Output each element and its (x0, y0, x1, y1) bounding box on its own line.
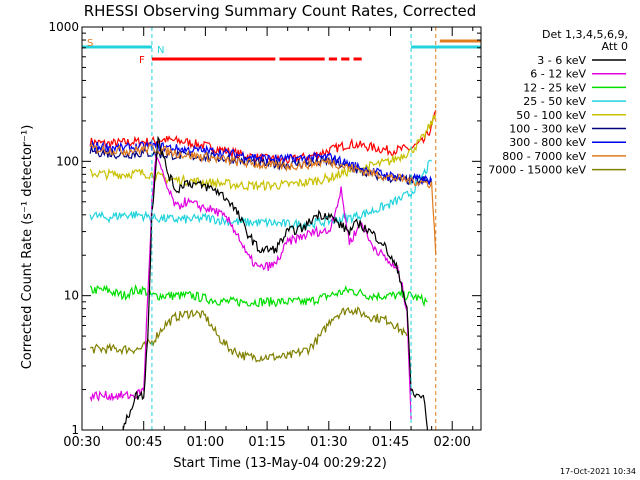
legend-header: Att 0 (602, 40, 628, 53)
series-line (122, 135, 429, 431)
legend-label: 800 - 7000 keV (502, 150, 586, 163)
series-line (89, 159, 433, 232)
y-axis-label: Corrected Count Rate (s⁻¹ detector⁻¹) (20, 125, 35, 370)
legend-label: 6 - 12 keV (530, 68, 586, 81)
legend-label: 7000 - 15000 keV (488, 164, 586, 177)
night-flag-letter: N (157, 45, 164, 56)
legend-label: 100 - 300 keV (509, 123, 586, 136)
y-tick-label: 1 (71, 423, 79, 437)
y-tick-label: 1000 (48, 20, 79, 34)
legend-label: 25 - 50 keV (523, 95, 586, 108)
series-line (89, 142, 437, 256)
chart-title: RHESSI Observing Summary Count Rates, Co… (84, 2, 477, 20)
series-line (89, 283, 428, 308)
x-axis-label: Start Time (13-May-04 00:29:22) (173, 456, 387, 471)
x-tick-label: 00:30 (63, 435, 100, 450)
axes-layer: 1 10 100 1000 00:30 00:45 01:00 01:15 01:30 01:45… (48, 20, 482, 450)
x-tick-label: 01:45 (372, 435, 409, 450)
x-tick-label: 02:00 (433, 435, 470, 450)
legend-label: 3 - 6 keV (537, 54, 586, 67)
legend-label: 50 - 100 keV (516, 109, 586, 122)
y-tick-label: 100 (56, 154, 79, 168)
series-layer (89, 110, 437, 431)
legend-label: 300 - 800 keV (509, 136, 586, 149)
x-tick-label: 01:15 (248, 435, 285, 450)
legend-header: Det 1,3,4,5,6,9, (542, 28, 628, 41)
series-line (89, 115, 437, 192)
legend-label: 12 - 25 keV (523, 81, 586, 94)
plot-frame (81, 26, 482, 431)
flare-flag-letter: F (139, 55, 145, 66)
flags-layer: S N F (81, 27, 482, 430)
x-tick-label: 00:45 (125, 435, 162, 450)
series-line (89, 306, 408, 363)
series-line (89, 110, 437, 164)
x-tick-label: 01:00 (187, 435, 224, 450)
series-line (89, 155, 412, 420)
y-tick-label: 10 (64, 289, 79, 303)
saa-flag-letter: S (87, 38, 93, 49)
timestamp: 17-Oct-2021 10:34 (560, 467, 636, 476)
x-tick-label: 01:30 (310, 435, 347, 450)
